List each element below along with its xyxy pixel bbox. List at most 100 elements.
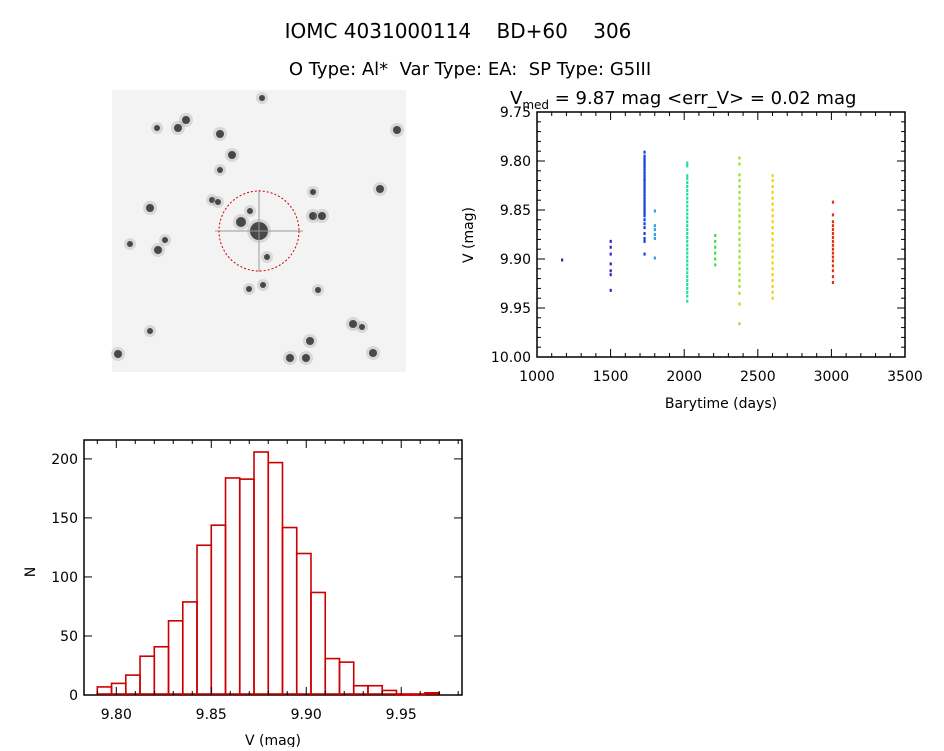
- lc-point: [609, 239, 612, 243]
- lc-point: [738, 243, 741, 247]
- hist-bar: [181, 601, 198, 695]
- lc-point: [771, 190, 774, 194]
- lc-xtick-label: 2000: [666, 369, 702, 385]
- lc-point: [831, 259, 835, 263]
- hist-bar: [338, 661, 355, 695]
- lc-point: [643, 187, 646, 191]
- lc-point: [643, 205, 646, 209]
- lc-point: [609, 252, 612, 256]
- lc-point: [686, 204, 689, 208]
- lc-point: [738, 237, 741, 241]
- lc-point: [686, 294, 689, 298]
- lc-point: [643, 208, 646, 212]
- histogram-plot: 9.80 9.85 9.90 9.95 0 50 100 150 200 V (mag) N: [23, 439, 463, 749]
- lc-point: [771, 296, 774, 300]
- hist-bar: [409, 693, 426, 696]
- lc-point: [643, 214, 646, 218]
- lc-point: [686, 174, 689, 178]
- hist-xtick-label: 9.85: [196, 707, 227, 723]
- lc-point: [686, 299, 689, 303]
- lc-point: [643, 252, 646, 256]
- hist-ylabel: N: [23, 567, 39, 577]
- lc-point: [653, 233, 656, 236]
- lc-point: [561, 258, 564, 262]
- lc-point: [738, 322, 741, 326]
- lc-point: [738, 261, 741, 265]
- lc-point: [686, 196, 689, 200]
- hist-bar: [281, 526, 298, 695]
- lc-point: [653, 236, 656, 240]
- lc-point: [686, 275, 689, 279]
- lc-point: [831, 220, 835, 224]
- lc-ytick-label: 9.80: [500, 154, 531, 170]
- hist-bar: [210, 524, 227, 695]
- lc-xtick-label: 1000: [519, 369, 555, 385]
- lc-point: [653, 228, 656, 232]
- lc-point: [738, 184, 741, 188]
- lc-point: [643, 163, 646, 167]
- lc-ytick-label: 9.85: [500, 203, 531, 219]
- lc-point: [738, 249, 741, 253]
- lc-point: [686, 271, 689, 275]
- title-line1: IOMC 4031000114 BD+60 306: [285, 19, 632, 43]
- hist-bar: [238, 478, 255, 695]
- lc-ylabel: V (mag): [461, 207, 477, 263]
- lc-point: [643, 190, 646, 194]
- lc-point: [831, 255, 835, 259]
- hist-bar: [196, 544, 213, 695]
- lc-point: [686, 161, 689, 165]
- lc-point: [738, 255, 741, 259]
- lc-point: [686, 232, 689, 236]
- lc-point: [738, 214, 741, 218]
- lc-point: [738, 190, 741, 194]
- lc-point: [686, 251, 689, 255]
- lc-point: [831, 269, 835, 273]
- lc-point: [771, 273, 774, 277]
- lc-point: [643, 184, 646, 188]
- lc-point: [831, 213, 835, 217]
- lc-point: [643, 232, 646, 236]
- lc-point: [686, 247, 689, 251]
- lc-point: [771, 226, 774, 230]
- lc-point: [643, 239, 646, 243]
- lc-point: [831, 228, 835, 232]
- lc-point: [686, 243, 689, 247]
- hist-xtick-label: 9.90: [291, 707, 322, 723]
- lc-point: [738, 179, 741, 183]
- lc-ytick-label: 10.00: [491, 350, 531, 366]
- lc-point: [738, 273, 741, 277]
- hist-bar: [424, 692, 441, 695]
- lc-ytick-label: 9.90: [500, 252, 531, 268]
- hist-bar: [224, 477, 241, 695]
- lc-point: [643, 222, 646, 226]
- lc-point: [714, 239, 717, 243]
- lc-point: [738, 156, 741, 160]
- title-line2: O Type: Al* Var Type: EA: SP Type: G5III: [289, 59, 651, 80]
- lc-point: [643, 202, 646, 206]
- lc-point: [831, 239, 835, 243]
- lc-point: [738, 173, 741, 177]
- hist-bar: [295, 552, 312, 695]
- hist-bar: [381, 689, 398, 695]
- lc-point: [738, 208, 741, 212]
- lc-point: [686, 192, 689, 196]
- hist-bar: [167, 620, 184, 695]
- light-curve-plot: Vmed = 9.87 mag <err_V> = 0.02 mag 1000 1…: [461, 88, 923, 412]
- lc-point: [643, 236, 646, 240]
- hist-ytick-label: 50: [60, 629, 78, 645]
- lc-point: [686, 216, 689, 220]
- hist-ytick-label: 0: [69, 688, 78, 704]
- hist-bar: [395, 693, 412, 696]
- lc-point: [831, 243, 835, 247]
- lc-point: [686, 239, 689, 243]
- lc-point: [714, 245, 717, 249]
- lc-point: [771, 179, 774, 183]
- lc-point: [653, 256, 656, 260]
- hist-ytick-label: 100: [51, 570, 78, 586]
- lc-point: [686, 220, 689, 224]
- lc-point: [686, 184, 689, 188]
- lc-point: [771, 255, 774, 259]
- lc-point: [831, 247, 835, 251]
- lc-point: [771, 208, 774, 212]
- lc-point: [771, 220, 774, 224]
